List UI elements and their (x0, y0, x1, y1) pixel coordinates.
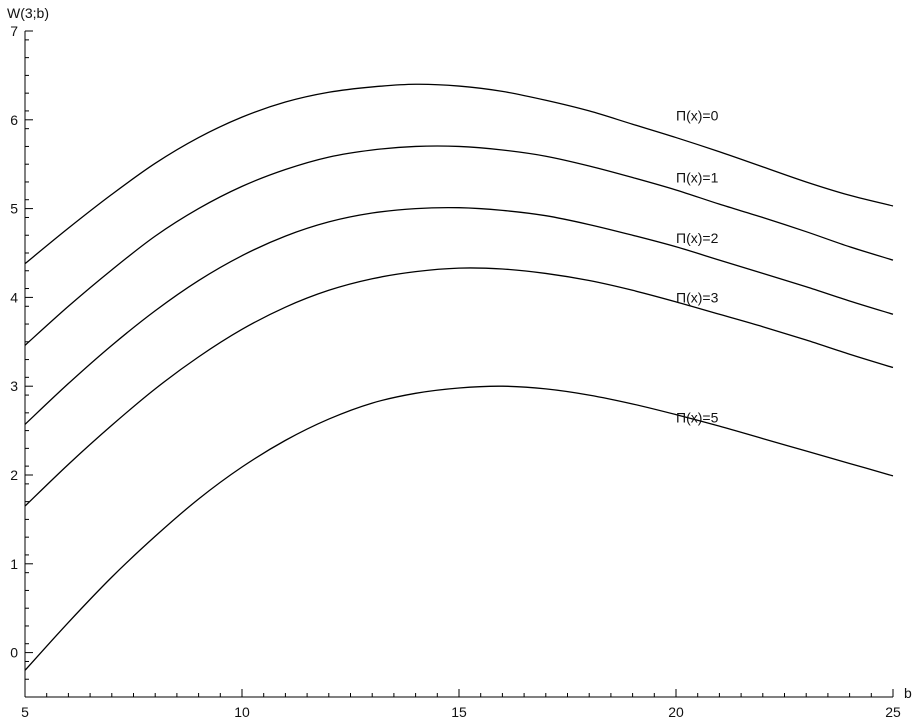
y-tick-label: 4 (10, 289, 18, 305)
y-tick-label: 5 (10, 201, 18, 217)
x-tick-label: 10 (234, 704, 250, 720)
series-lines (25, 84, 893, 670)
series-label-2: Π(x)=2 (676, 230, 719, 246)
x-tick-label: 5 (21, 704, 29, 720)
y-tick-label: 0 (10, 645, 18, 661)
y-axis-title: W(3;b) (7, 5, 49, 21)
y-tick-label: 2 (10, 467, 18, 483)
series-line-3 (25, 268, 893, 506)
axis-ticks: 5 10 15 20 25 0 1 2 3 4 5 6 7 (10, 23, 901, 720)
x-axis-title: b (904, 685, 912, 701)
y-tick-label: 6 (10, 112, 18, 128)
x-tick-label: 25 (885, 704, 901, 720)
series-line-2 (25, 208, 893, 425)
series-label-4: Π(x)=5 (676, 409, 719, 425)
series-line-4 (25, 386, 893, 670)
y-tick-label: 7 (10, 23, 18, 39)
series-labels: Π(x)=0 Π(x)=1 Π(x)=2 Π(x)=3 Π(x)=5 (676, 107, 719, 425)
y-tick-label: 1 (10, 556, 18, 572)
series-line-1 (25, 146, 893, 345)
series-label-1: Π(x)=1 (676, 170, 719, 186)
series-label-0: Π(x)=0 (676, 107, 719, 123)
x-tick-label: 20 (668, 704, 684, 720)
y-tick-label: 3 (10, 378, 18, 394)
x-tick-label: 15 (451, 704, 467, 720)
series-label-3: Π(x)=3 (676, 289, 719, 305)
